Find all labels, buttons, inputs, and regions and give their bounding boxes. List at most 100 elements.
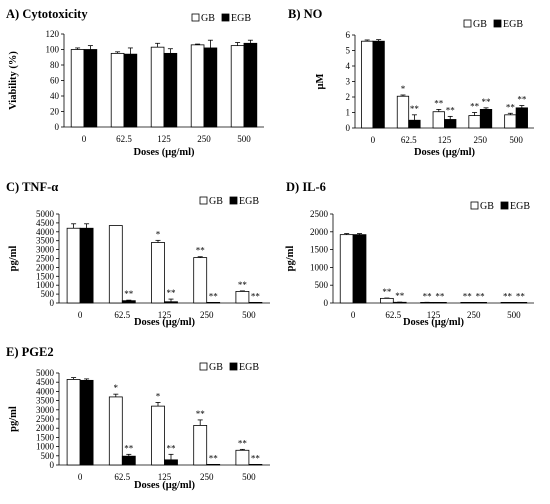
bar-egb — [515, 107, 528, 129]
y-tick-label: 5000 — [36, 368, 55, 378]
significance-marker: ** — [209, 291, 219, 301]
y-tick-label: 1500 — [36, 432, 55, 442]
legend-swatch — [493, 19, 502, 28]
legend-label: GB — [480, 201, 494, 212]
significance-marker: ** — [410, 104, 420, 114]
significance-marker: ** — [167, 288, 177, 298]
bar-gb — [235, 449, 250, 466]
x-tick-label: 0 — [78, 310, 83, 320]
legend-label: EGB — [231, 13, 251, 24]
significance-marker: ** — [382, 287, 392, 297]
bar-gb — [151, 405, 165, 466]
bar-egb — [352, 234, 367, 304]
y-tick-label: 1000 — [36, 442, 55, 452]
x-tick-label: 250 — [474, 135, 488, 145]
y-tick-label: 100 — [46, 45, 60, 55]
x-tick-label: 0 — [82, 134, 87, 144]
x-tick-label: 0 — [78, 472, 83, 482]
significance-marker: ** — [506, 102, 516, 112]
y-tick-label: 0 — [324, 298, 329, 308]
legend-swatch — [191, 13, 200, 22]
y-tick-label: 6 — [346, 30, 351, 40]
legend-label: EGB — [503, 19, 523, 30]
x-tick-label: 250 — [200, 472, 214, 482]
x-tick-label: 250 — [200, 310, 214, 320]
x-tick-label: 62.5 — [114, 310, 130, 320]
bar-gb — [150, 46, 165, 128]
bar-gb — [193, 425, 208, 466]
legend-label: GB — [209, 196, 223, 207]
bar-egb — [164, 459, 178, 466]
x-tick-label: 125 — [158, 310, 172, 320]
y-tick-label: 1000 — [36, 280, 55, 290]
y-tick-label: 500 — [41, 451, 55, 461]
bar-egb — [444, 119, 457, 129]
y-axis-label: μM — [315, 73, 326, 89]
y-tick-label: 2500 — [36, 414, 55, 424]
y-axis-label: pg/ml — [8, 246, 19, 272]
bar-egb — [121, 455, 136, 466]
y-tick-label: 1 — [346, 108, 351, 118]
x-tick-label: 125 — [157, 134, 171, 144]
x-tick-label: 500 — [507, 310, 521, 320]
y-tick-label: 3000 — [36, 245, 55, 255]
x-tick-label: 500 — [242, 472, 256, 482]
significance-marker: * — [156, 229, 161, 239]
significance-marker: ** — [463, 291, 473, 301]
y-axis-label: pg/ml — [285, 246, 296, 272]
bar-egb — [372, 40, 385, 129]
y-tick-label: 1000 — [310, 262, 329, 272]
y-tick-label: 500 — [41, 289, 55, 299]
bar-egb — [123, 53, 138, 128]
y-tick-label: 0 — [346, 123, 351, 133]
legend-label: EGB — [510, 201, 530, 212]
x-axis-label: Doses (μg/ml) — [133, 147, 195, 158]
bar-gb — [110, 52, 125, 128]
legend-swatch — [199, 196, 208, 205]
legend-label: GB — [201, 13, 215, 24]
y-tick-label: 2500 — [310, 209, 329, 219]
significance-marker: ** — [196, 246, 206, 256]
significance-marker: ** — [251, 292, 261, 302]
significance-marker: ** — [435, 291, 445, 301]
chart-panel-2: C) TNF-αGB EGB050010001500200025003000350… — [6, 180, 270, 328]
bar-gb — [504, 114, 517, 129]
bar-egb — [164, 301, 178, 304]
bar-gb — [151, 242, 165, 304]
legend-label: GB — [209, 362, 223, 373]
significance-marker: ** — [517, 95, 527, 105]
y-tick-label: 0 — [50, 298, 55, 308]
bar-gb — [108, 396, 123, 466]
x-tick-label: 500 — [509, 135, 523, 145]
x-tick-label: 500 — [237, 134, 251, 144]
y-tick-label: 20 — [50, 107, 60, 117]
bar-gb — [361, 40, 374, 129]
bar-gb — [108, 225, 123, 304]
chart-title: E) PGE2 — [6, 345, 54, 359]
legend-swatch — [463, 19, 472, 28]
bar-egb — [163, 52, 178, 128]
legend-swatch — [199, 362, 208, 371]
bar-egb — [408, 119, 421, 129]
y-tick-label: 3500 — [36, 396, 55, 406]
significance-marker: ** — [470, 102, 480, 112]
significance-marker: ** — [482, 97, 492, 107]
legend-swatch — [229, 362, 238, 371]
bar-egb — [83, 49, 98, 128]
significance-marker: ** — [167, 443, 177, 453]
x-tick-label: 250 — [467, 310, 481, 320]
y-tick-label: 4 — [346, 61, 351, 71]
y-tick-label: 2000 — [310, 227, 329, 237]
bar-gb — [193, 257, 208, 304]
x-tick-label: 62.5 — [401, 135, 417, 145]
bar-gb — [339, 234, 354, 304]
significance-marker: ** — [209, 454, 219, 464]
y-tick-label: 1500 — [36, 271, 55, 281]
x-axis-label: Doses (μg/ml) — [403, 317, 465, 328]
chart-title: D) IL-6 — [286, 180, 326, 194]
bar-egb — [203, 47, 218, 128]
bar-gb — [235, 291, 250, 304]
